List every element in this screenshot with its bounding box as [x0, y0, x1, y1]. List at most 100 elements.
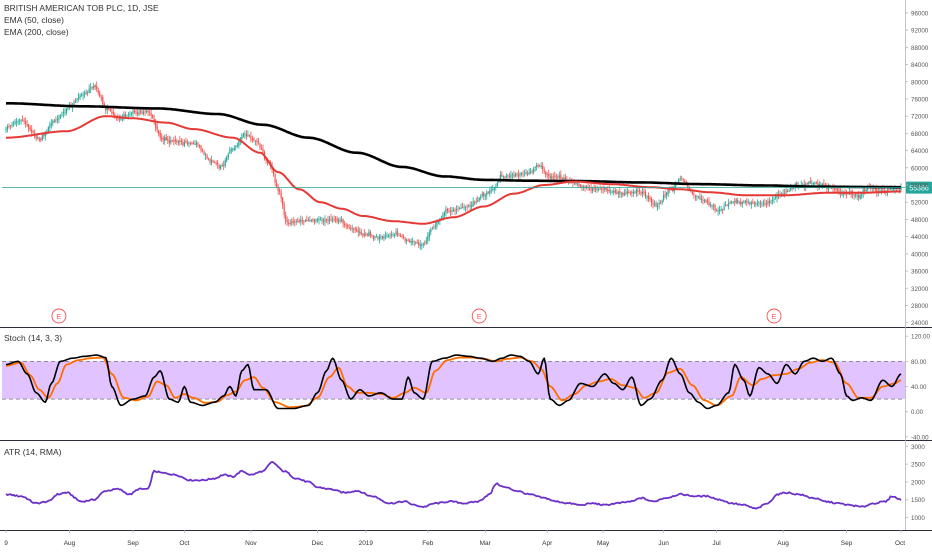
- candle: [274, 172, 276, 187]
- candle-body: [744, 201, 746, 203]
- price-tick-label: 72000: [911, 114, 929, 121]
- candle: [168, 135, 170, 148]
- atr-tick-label: 2500: [911, 462, 925, 469]
- candle: [286, 216, 288, 226]
- candle-body: [483, 192, 485, 196]
- candle-body: [587, 186, 589, 188]
- candle: [233, 145, 235, 152]
- candle-body: [682, 179, 684, 181]
- candle: [195, 140, 198, 148]
- candle: [392, 232, 394, 237]
- candle: [223, 160, 225, 171]
- candle: [480, 194, 482, 201]
- candle-body: [855, 194, 857, 196]
- candle-body: [638, 191, 641, 193]
- candle-body: [235, 146, 237, 147]
- candle: [407, 238, 409, 242]
- candle: [611, 190, 613, 194]
- candle-body: [652, 203, 654, 205]
- candle-body: [501, 174, 503, 177]
- candle: [280, 188, 282, 203]
- candle: [236, 142, 238, 148]
- last-price-tag: [906, 181, 932, 194]
- atr-panel[interactable]: [5, 461, 902, 510]
- candle-body: [628, 192, 630, 193]
- candle-body: [588, 187, 591, 189]
- candle: [449, 207, 452, 217]
- candle: [530, 167, 532, 175]
- candle-body: [480, 196, 482, 199]
- candle-body: [14, 121, 16, 124]
- candle: [653, 200, 656, 207]
- price-panel[interactable]: 55386 E E E: [2, 81, 932, 324]
- stoch-d-line: [5, 356, 902, 409]
- candle: [150, 109, 152, 120]
- candle: [85, 89, 87, 95]
- candle: [808, 181, 810, 186]
- candle-body: [176, 140, 178, 142]
- candle-body: [38, 137, 40, 140]
- candle-body: [259, 143, 261, 148]
- candle: [390, 230, 393, 239]
- price-tick-label: 96000: [911, 10, 929, 17]
- candle: [82, 91, 84, 100]
- candle: [378, 234, 381, 244]
- candle: [694, 194, 696, 201]
- candle-body: [224, 160, 226, 166]
- candle-body: [460, 207, 462, 209]
- candle: [123, 111, 125, 121]
- candle-body: [238, 140, 240, 147]
- candle-body: [194, 144, 196, 145]
- candle: [214, 160, 216, 164]
- candle-body: [530, 171, 532, 173]
- candle: [457, 205, 459, 212]
- candle-body: [528, 172, 530, 174]
- candle: [307, 217, 309, 222]
- candle: [517, 170, 520, 180]
- candle: [173, 136, 175, 146]
- candle-body: [180, 141, 182, 142]
- stochastic-panel[interactable]: [2, 354, 905, 410]
- stoch-tick-label: 120.00: [911, 334, 930, 341]
- candle-body: [579, 185, 582, 187]
- candle: [555, 173, 557, 180]
- stoch-legend: Stoch (14, 3, 3): [4, 333, 63, 343]
- candle: [614, 188, 616, 195]
- candle: [380, 234, 382, 241]
- candle-body: [324, 219, 326, 222]
- candle: [354, 226, 356, 234]
- candle: [111, 108, 113, 115]
- candle-body: [752, 202, 754, 204]
- candle: [487, 190, 489, 195]
- candle-body: [442, 214, 444, 218]
- candle-body: [796, 182, 798, 186]
- candle-body: [209, 159, 211, 163]
- candle-body: [817, 182, 819, 187]
- candle-body: [200, 145, 202, 151]
- candle: [712, 203, 715, 211]
- candle: [641, 187, 644, 198]
- candle-body: [244, 133, 246, 135]
- candle: [489, 186, 491, 197]
- candle-body: [9, 125, 12, 127]
- candle: [771, 196, 774, 205]
- candle: [377, 235, 379, 241]
- candle-body: [649, 197, 651, 200]
- candle-body: [298, 221, 300, 222]
- candle-body: [454, 209, 456, 212]
- candle-body: [233, 147, 235, 150]
- candle: [729, 200, 731, 205]
- candle-body: [581, 186, 583, 188]
- candle: [595, 185, 597, 193]
- candle: [383, 234, 385, 242]
- candle: [481, 191, 483, 198]
- candle: [198, 144, 201, 149]
- candle-body: [663, 195, 665, 200]
- candle: [693, 191, 695, 199]
- candle-body: [756, 203, 758, 205]
- candle: [409, 238, 411, 243]
- candle-body: [489, 190, 491, 194]
- candle: [393, 233, 396, 238]
